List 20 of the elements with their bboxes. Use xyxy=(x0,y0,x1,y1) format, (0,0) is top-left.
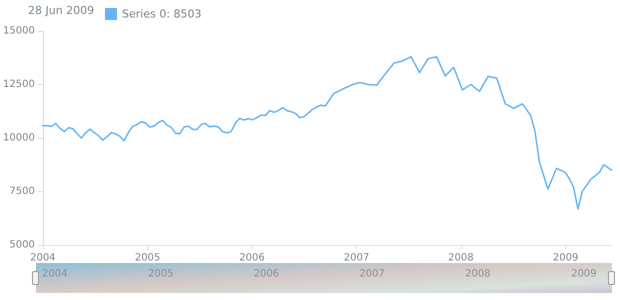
legend-label: Series 0: 8503 xyxy=(122,8,202,20)
text: 2006 xyxy=(254,268,280,280)
x-tick-label: 2008 xyxy=(448,252,474,264)
x-tick-label: 2006 xyxy=(239,252,265,264)
text: 2005 xyxy=(148,268,174,280)
x-tick-label: 2009 xyxy=(552,252,578,264)
y-tick-label: 5000 xyxy=(9,240,35,250)
line-series xyxy=(42,56,612,210)
y-tick-label: 10000 xyxy=(3,132,35,144)
text: 2009 xyxy=(571,268,597,280)
x-tick-label: 2004 xyxy=(30,252,56,264)
x-tick-label: 2007 xyxy=(344,252,370,264)
y-tick-label: 15000 xyxy=(3,26,35,36)
y-tick-label: 7500 xyxy=(9,186,35,197)
y-tick-label: 12500 xyxy=(3,79,35,90)
text: 2007 xyxy=(359,268,385,280)
x-tick-label: 2005 xyxy=(134,252,160,264)
text: 2008 xyxy=(465,268,491,280)
text: 2004 xyxy=(42,268,68,280)
text: 28 Jun 2009 xyxy=(28,4,94,17)
